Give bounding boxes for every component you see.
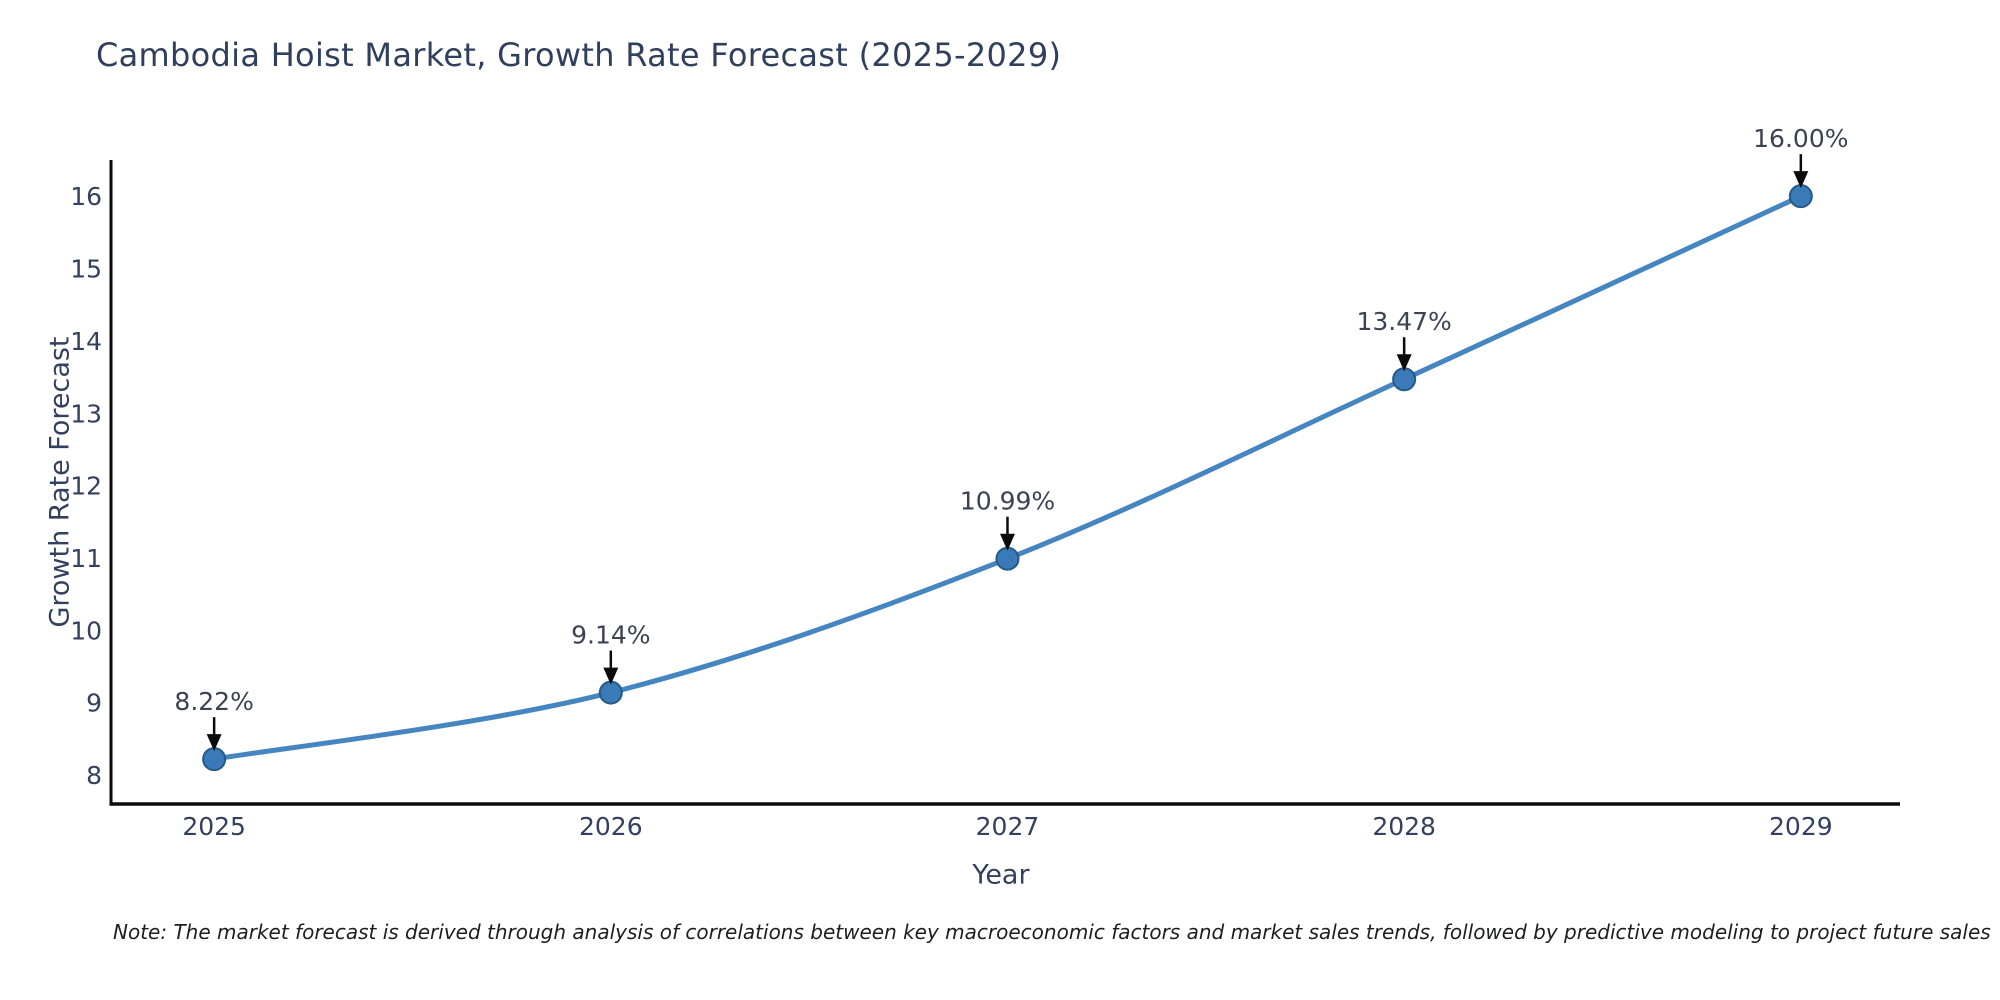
data-point-marker <box>598 680 623 705</box>
annotation-arrowhead <box>999 533 1015 551</box>
data-point-marker <box>202 747 227 772</box>
annotation-arrowhead <box>1793 171 1809 189</box>
y-tick-label: 11 <box>70 544 102 573</box>
y-tick-label: 16 <box>70 182 102 211</box>
footnote: Note: The market forecast is derived thr… <box>113 920 1991 944</box>
y-tick-label: 15 <box>70 255 102 284</box>
x-tick-label: 2027 <box>976 812 1040 841</box>
x-tick-label: 2028 <box>1372 812 1436 841</box>
y-tick-label: 10 <box>70 616 102 645</box>
x-axis-title: Year <box>972 859 1030 891</box>
data-point-marker <box>1788 184 1813 209</box>
y-tick-label: 8 <box>86 761 102 790</box>
data-point-annotation: 10.99% <box>960 487 1055 516</box>
data-point-marker <box>995 546 1020 571</box>
data-point-annotation: 8.22% <box>174 687 253 716</box>
annotation-arrowhead <box>1396 354 1412 372</box>
data-point-annotation: 16.00% <box>1753 124 1848 153</box>
trend-line <box>211 193 1804 762</box>
y-tick-label: 14 <box>70 327 102 356</box>
x-tick-label: 2026 <box>579 812 643 841</box>
data-point-marker <box>1392 367 1417 392</box>
y-tick-label: 9 <box>86 689 102 718</box>
annotation-arrowhead <box>603 667 619 685</box>
y-tick-label: 12 <box>70 472 102 501</box>
chart-title: Cambodia Hoist Market, Growth Rate Forec… <box>96 36 1062 74</box>
x-tick-label: 2029 <box>1769 812 1833 841</box>
x-tick-label: 2025 <box>182 812 246 841</box>
data-point-annotation: 9.14% <box>571 621 650 650</box>
data-point-annotation: 13.47% <box>1356 307 1451 336</box>
annotation-arrowhead <box>206 734 222 752</box>
y-tick-label: 13 <box>70 399 102 428</box>
